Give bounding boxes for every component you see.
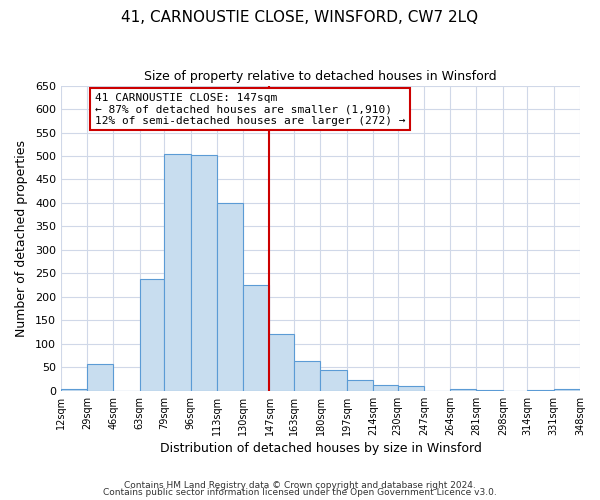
Bar bbox=[294, 361, 320, 391]
Text: Contains public sector information licensed under the Open Government Licence v3: Contains public sector information licen… bbox=[103, 488, 497, 497]
Bar bbox=[140, 279, 164, 391]
Bar bbox=[476, 390, 503, 391]
Bar bbox=[164, 154, 191, 391]
Bar bbox=[554, 390, 580, 391]
Bar bbox=[191, 154, 217, 391]
Text: 41, CARNOUSTIE CLOSE, WINSFORD, CW7 2LQ: 41, CARNOUSTIE CLOSE, WINSFORD, CW7 2LQ bbox=[121, 10, 479, 25]
Bar bbox=[243, 284, 269, 391]
Bar bbox=[373, 384, 398, 391]
Bar bbox=[269, 334, 294, 391]
Bar bbox=[398, 386, 424, 391]
Title: Size of property relative to detached houses in Winsford: Size of property relative to detached ho… bbox=[144, 70, 497, 83]
Bar bbox=[61, 390, 87, 391]
Bar bbox=[450, 389, 476, 391]
X-axis label: Distribution of detached houses by size in Winsford: Distribution of detached houses by size … bbox=[160, 442, 481, 455]
Bar bbox=[347, 380, 373, 391]
Bar bbox=[320, 370, 347, 391]
Bar bbox=[217, 203, 243, 391]
Text: Contains HM Land Registry data © Crown copyright and database right 2024.: Contains HM Land Registry data © Crown c… bbox=[124, 480, 476, 490]
Text: 41 CARNOUSTIE CLOSE: 147sqm
← 87% of detached houses are smaller (1,910)
12% of : 41 CARNOUSTIE CLOSE: 147sqm ← 87% of det… bbox=[95, 92, 406, 126]
Bar bbox=[87, 364, 113, 391]
Y-axis label: Number of detached properties: Number of detached properties bbox=[15, 140, 28, 336]
